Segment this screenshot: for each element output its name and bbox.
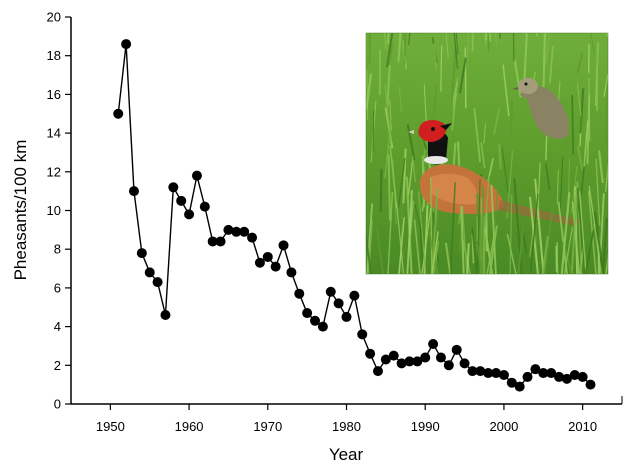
y-tick-label: 10 xyxy=(47,203,61,218)
data-point xyxy=(435,352,446,363)
data-point xyxy=(254,257,265,268)
y-tick-label: 0 xyxy=(54,397,61,412)
data-point xyxy=(420,352,431,363)
x-tick-label: 1950 xyxy=(96,419,125,434)
y-tick-label: 18 xyxy=(47,48,61,63)
data-point xyxy=(286,267,297,278)
pheasant-photo xyxy=(365,32,609,275)
x-tick-label: 2000 xyxy=(489,419,518,434)
y-tick-label: 4 xyxy=(54,319,61,334)
y-tick-label: 2 xyxy=(54,358,61,373)
data-point xyxy=(239,226,250,237)
data-point xyxy=(365,348,376,359)
data-point xyxy=(491,368,502,379)
data-point xyxy=(168,182,179,193)
data-point xyxy=(184,209,195,220)
x-tick-label: 1970 xyxy=(253,419,282,434)
data-point xyxy=(128,186,139,197)
hen-pheasant-icon xyxy=(512,78,569,139)
y-tick-label: 14 xyxy=(47,126,61,141)
data-point xyxy=(428,339,439,350)
data-point xyxy=(160,309,171,320)
x-tick-label: 1960 xyxy=(175,419,204,434)
data-point xyxy=(247,232,258,243)
data-point xyxy=(412,356,423,367)
data-point xyxy=(176,195,187,206)
data-point xyxy=(278,240,289,251)
data-point xyxy=(302,308,313,319)
foreground-grass xyxy=(366,175,608,274)
data-point xyxy=(144,267,155,278)
data-point xyxy=(522,371,533,382)
data-point xyxy=(294,288,305,299)
data-point xyxy=(113,108,124,119)
y-tick-label: 12 xyxy=(47,164,61,179)
data-point xyxy=(538,368,549,379)
data-point xyxy=(310,315,321,326)
y-axis-title: Pheasants/100 km xyxy=(11,140,30,281)
data-point xyxy=(506,377,517,388)
x-ticks: 1950 1960 1970 1980 1990 2000 2010 xyxy=(96,404,597,434)
data-point xyxy=(443,360,454,371)
data-point xyxy=(207,236,218,247)
data-point xyxy=(191,170,202,181)
data-point xyxy=(569,369,580,380)
y-tick-label: 16 xyxy=(47,87,61,102)
data-point xyxy=(585,379,596,390)
data-point xyxy=(372,366,383,377)
data-point xyxy=(136,248,147,259)
data-point xyxy=(215,236,226,247)
data-point xyxy=(451,344,462,355)
data-point xyxy=(262,251,273,262)
data-point xyxy=(459,358,470,369)
data-point xyxy=(546,368,557,379)
data-point xyxy=(231,226,242,237)
data-point xyxy=(223,224,234,235)
data-point xyxy=(317,321,328,332)
data-point xyxy=(554,371,565,382)
data-point xyxy=(341,311,352,322)
data-point xyxy=(514,381,525,392)
data-point xyxy=(333,298,344,309)
data-point xyxy=(483,368,494,379)
y-ticks: 0 2 4 6 8 10 12 14 16 18 20 xyxy=(47,10,71,412)
x-tick-label: 2010 xyxy=(568,419,597,434)
y-tick-label: 8 xyxy=(54,242,61,257)
data-point xyxy=(199,201,210,212)
series-points xyxy=(113,39,596,392)
data-point xyxy=(396,358,407,369)
data-point xyxy=(561,373,572,384)
data-point xyxy=(530,364,541,375)
data-point xyxy=(325,286,336,297)
data-point xyxy=(467,366,478,377)
x-tick-label: 1990 xyxy=(411,419,440,434)
data-point xyxy=(152,277,163,288)
data-point xyxy=(404,356,415,367)
y-tick-label: 6 xyxy=(54,280,61,295)
data-point xyxy=(475,366,486,377)
data-point xyxy=(498,369,509,380)
data-point xyxy=(380,354,391,365)
y-tick-label: 20 xyxy=(47,10,61,25)
x-axis-title: Year xyxy=(329,445,364,464)
data-point xyxy=(577,371,588,382)
data-point xyxy=(357,329,368,340)
data-point xyxy=(349,290,360,301)
x-tick-label: 1980 xyxy=(332,419,361,434)
data-point xyxy=(270,261,281,272)
data-point xyxy=(121,39,132,50)
data-point xyxy=(388,350,399,361)
